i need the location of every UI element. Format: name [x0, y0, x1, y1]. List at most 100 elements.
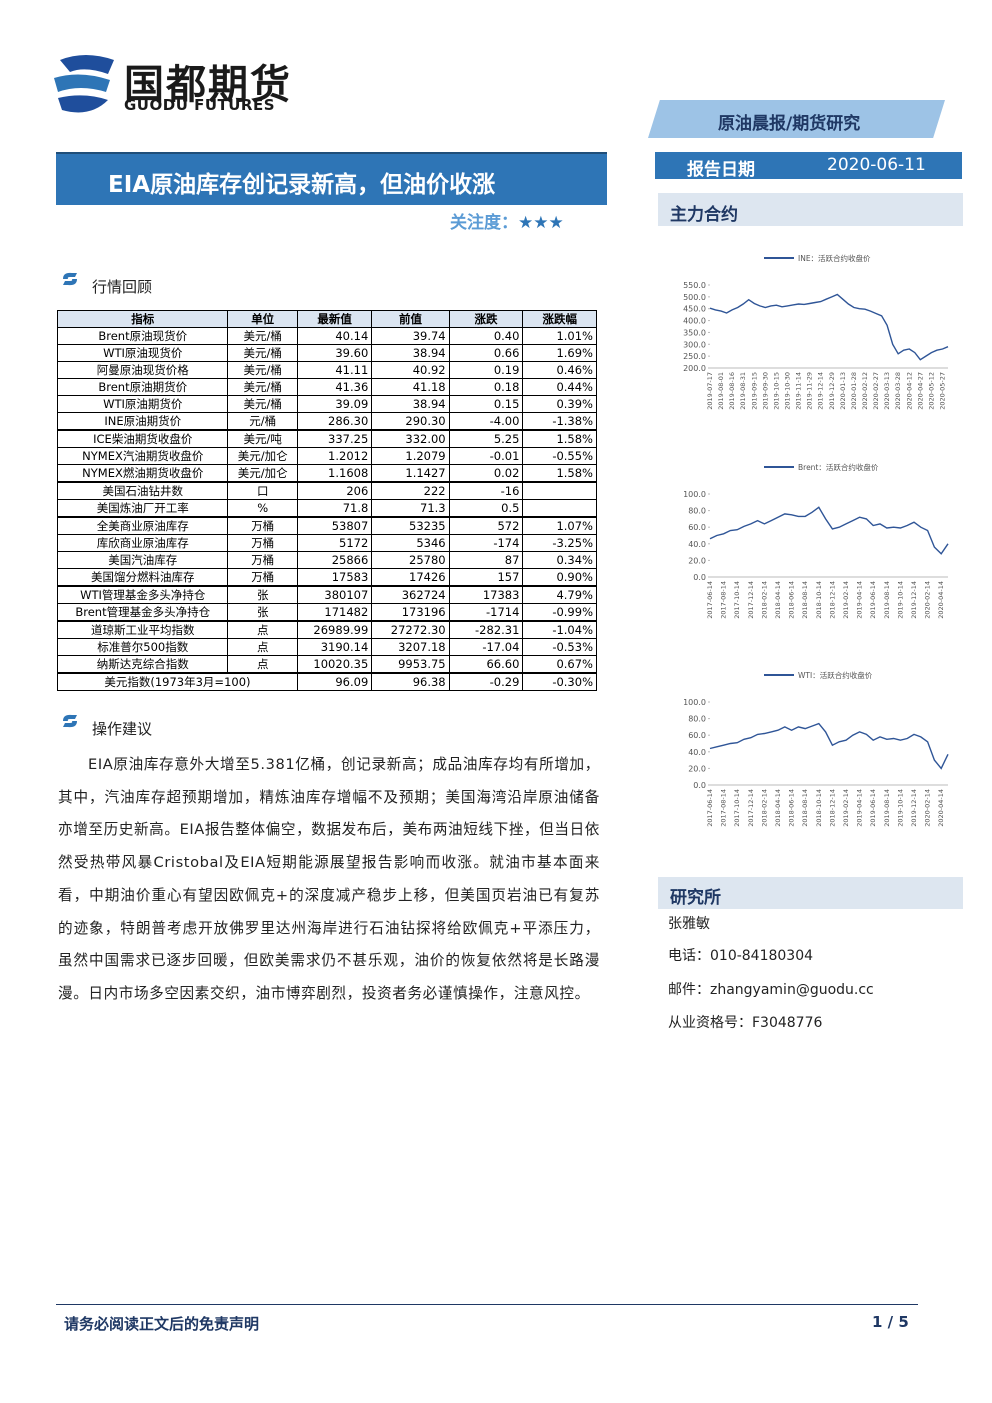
table-cell: 572: [448, 516, 524, 535]
table-row: INE原油期货价 元/桶 286.30 290.30 -4.00 -1.38%: [56, 412, 597, 431]
table-cell: 38.94: [371, 395, 450, 413]
x-tick-label: 2018-04-14: [774, 789, 782, 827]
table-row: 道琼斯工业平均指数点 26989.99 27272.30 -282.31 -1.04%: [56, 620, 597, 639]
table-row: WTI原油期货价 美元/桶 39.09 38.94 0.15 0.39%: [56, 395, 597, 413]
x-tick-label: 2019-12-14: [910, 789, 918, 827]
x-tick-label: 2018-08-14: [801, 581, 809, 619]
table-cell: 阿曼原油现货价格: [56, 361, 229, 379]
x-tick-label: 2019-09-30: [761, 372, 769, 410]
table-cell: -1714: [448, 603, 524, 622]
legend-label: WTI：活跃合约收盘价: [798, 670, 873, 680]
logo-text: 国都期货: [124, 62, 292, 108]
table-cell: 美国炼油厂开工率: [56, 499, 229, 518]
table-cell: 171482: [296, 603, 373, 622]
table-cell: 张: [227, 603, 298, 622]
table-cell: 口: [227, 481, 298, 500]
table-cell: 332.00: [371, 429, 450, 448]
table-cell: -174: [448, 534, 524, 552]
research-band: 研究所: [658, 877, 963, 909]
x-tick-label: 2019-12-14: [910, 581, 918, 619]
x-tick-label: 2019-11-29: [806, 372, 814, 410]
logo-subtext: GUODU FUTURES: [124, 96, 276, 114]
table-cell: 17426: [371, 568, 450, 587]
table-cell: 万桶: [227, 516, 298, 535]
analyst-email: 邮件：zhangyamin@guodu.cc: [668, 982, 874, 998]
table-cell: 10020.35: [296, 655, 373, 674]
table-cell: 标准普尔500指数: [56, 638, 229, 656]
x-tick-label: 2017-06-14: [706, 789, 714, 827]
x-tick-label: 2019-02-14: [842, 581, 850, 619]
x-tick-label: 2017-06-14: [706, 581, 714, 619]
table-cell: 39.09: [296, 395, 373, 413]
x-tick-label: 2018-08-14: [801, 789, 809, 827]
x-tick-label: 2019-02-14: [842, 789, 850, 827]
section-icon: [63, 272, 77, 286]
x-tick-label: 2019-12-29: [828, 372, 836, 410]
table-cell: 1.1608: [296, 464, 373, 483]
table-cell: 美元/桶: [227, 395, 298, 413]
y-tick-label: 60.0: [688, 523, 706, 532]
x-tick-label: 2018-12-14: [828, 789, 836, 827]
x-tick-label: 2018-10-14: [815, 789, 823, 827]
table-cell: 0.15: [448, 395, 524, 413]
y-tick-label: 550.0: [683, 281, 706, 290]
table-cell: 美元/桶: [227, 344, 298, 362]
table-cell: -0.29: [448, 672, 524, 691]
table-cell: NYMEX汽油期货收盘价: [56, 447, 229, 465]
section-title: 行情回顾: [92, 278, 153, 296]
table-cell: 万桶: [227, 534, 298, 552]
legend-label: Brent：活跃合约收盘价: [798, 462, 879, 472]
x-tick-label: 2020-03-13: [883, 372, 891, 410]
line-series: [709, 722, 949, 770]
analyst-name: 张雅敏: [668, 916, 710, 932]
table-cell: 71.8: [296, 499, 373, 518]
legend-label: INE：活跃合约收盘价: [798, 253, 871, 263]
table-cell: -4.00: [448, 412, 524, 431]
attention: 关注度：★★★: [450, 208, 564, 233]
table-cell: 0.67%: [522, 655, 597, 674]
table-cell: 53235: [371, 516, 450, 535]
table-cell: -1.04%: [522, 620, 597, 639]
table-cell: 张: [227, 585, 298, 604]
table-row: NYMEX燃油期货收盘价 美元/加仑 1.1608 1.1427 0.02 1.58%: [56, 464, 597, 483]
x-tick-label: 2019-08-14: [883, 581, 891, 619]
table-cell: 0.5: [448, 499, 524, 518]
table-cell: 0.18: [448, 378, 524, 396]
y-tick-label: 0.0: [693, 781, 706, 790]
logo-mark: [54, 55, 114, 113]
x-tick-label: 2020-02-14: [924, 789, 932, 827]
line-series: [709, 506, 949, 555]
attention-label: 关注度：: [450, 213, 518, 233]
x-tick-label: 2020-02-27: [872, 372, 880, 410]
table-cell: 道琼斯工业平均指数: [56, 620, 229, 639]
table-cell: 万桶: [227, 568, 298, 587]
table-cell: 美元指数(1973年3月=100): [57, 672, 298, 691]
x-tick-label: 2018-04-14: [774, 581, 782, 619]
table-cell: 27272.30: [371, 620, 450, 639]
chart: 0.0 20.0 40.0 60.0 80.0 100.0 2017-06-14 2017-0…: [683, 462, 949, 619]
advice-body: EIA原油库存意外大增至5.381亿桶，创记录新高；成品油库存均有所增加，其中，…: [58, 756, 600, 1002]
date-bar: 报告日期 2020-06-11: [655, 152, 962, 180]
table-cell: 美国汽油库存: [56, 551, 229, 569]
y-tick-label: 60.0: [688, 731, 706, 740]
table-cell: 0.02: [448, 464, 524, 483]
table-cell: -0.30%: [522, 672, 597, 691]
y-tick-label: 250.0: [683, 352, 706, 361]
table-cell: -0.99%: [522, 603, 597, 622]
x-tick-label: 2018-02-14: [760, 581, 768, 619]
table-cell: -1.38%: [522, 412, 597, 431]
table-cell: 美元/加仑: [227, 447, 298, 465]
x-tick-label: 2018-06-14: [788, 581, 796, 619]
header-cell: 涨跌幅: [522, 310, 597, 328]
table-cell: 1.69%: [522, 344, 597, 362]
x-tick-label: 2017-12-14: [747, 789, 755, 827]
x-tick-label: 2020-01-13: [839, 372, 847, 410]
y-tick-label: 40.0: [688, 748, 706, 757]
table-row: ICE柴油期货收盘价 美元/吨 337.25 332.00 5.25 1.58%: [56, 429, 597, 448]
table-cell: 5346: [371, 534, 450, 552]
table-cell: Brent原油现货价: [56, 327, 229, 345]
y-tick-label: 400.0: [683, 317, 706, 326]
analyst-phone: 电话：010-84180304: [668, 948, 814, 964]
report-title: EIA原油库存创记录新高，但油价收涨: [108, 172, 496, 198]
table-cell: 40.92: [371, 361, 450, 379]
